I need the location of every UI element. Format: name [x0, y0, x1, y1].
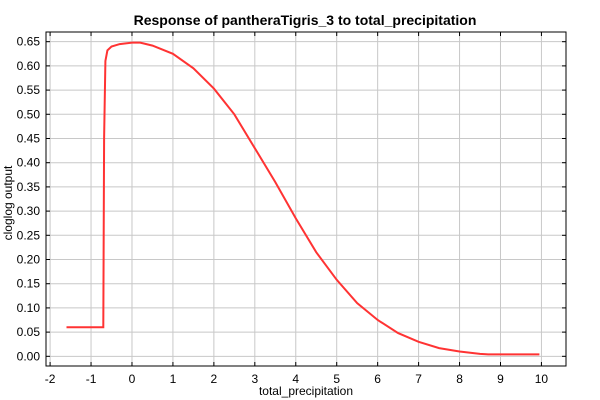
y-tick-label: 0.40 [17, 156, 41, 170]
y-tick-label: 0.65 [17, 35, 41, 49]
x-tick-label: 0 [129, 372, 136, 386]
x-axis-ticks: -2 -1 0 1 2 3 4 5 6 7 8 9 10 [45, 32, 549, 386]
y-tick-label: 0.25 [17, 228, 41, 242]
y-tick-label: 0.50 [17, 107, 41, 121]
y-tick-label: 0.05 [17, 325, 41, 339]
y-tick-label: 0.30 [17, 204, 41, 218]
x-tick-label: 8 [456, 372, 463, 386]
x-tick-label: 7 [415, 372, 422, 386]
y-axis-ticks: 0.00 0.05 0.10 0.15 0.20 0.25 0.30 0.35 0.40 0.45… [17, 35, 566, 363]
x-tick-label: 6 [374, 372, 381, 386]
y-tick-label: 0.45 [17, 131, 41, 145]
y-axis-label: cloglog output [1, 165, 15, 240]
x-tick-label: -1 [86, 372, 97, 386]
y-tick-label: 0.35 [17, 180, 41, 194]
x-tick-label: 3 [251, 372, 258, 386]
x-tick-label: 5 [333, 372, 340, 386]
plot-frame [45, 31, 567, 367]
y-tick-label: 0.20 [17, 253, 41, 267]
response-curve [66, 41, 540, 356]
y-tick-label: 0.55 [17, 83, 41, 97]
grid [46, 32, 566, 366]
x-tick-label: 9 [497, 372, 504, 386]
x-tick-label: -2 [45, 372, 56, 386]
x-tick-label: 10 [535, 372, 549, 386]
y-tick-label: 0.15 [17, 277, 41, 291]
x-tick-label: 1 [170, 372, 177, 386]
y-tick-label: 0.00 [17, 349, 41, 363]
y-tick-label: 0.60 [17, 59, 41, 73]
x-tick-label: 2 [211, 372, 218, 386]
x-axis-label: total_precipitation [259, 384, 353, 398]
y-tick-label: 0.10 [17, 301, 41, 315]
x-tick-label: 4 [292, 372, 299, 386]
chart-title: Response of pantheraTigris_3 to total_pr… [134, 12, 477, 28]
